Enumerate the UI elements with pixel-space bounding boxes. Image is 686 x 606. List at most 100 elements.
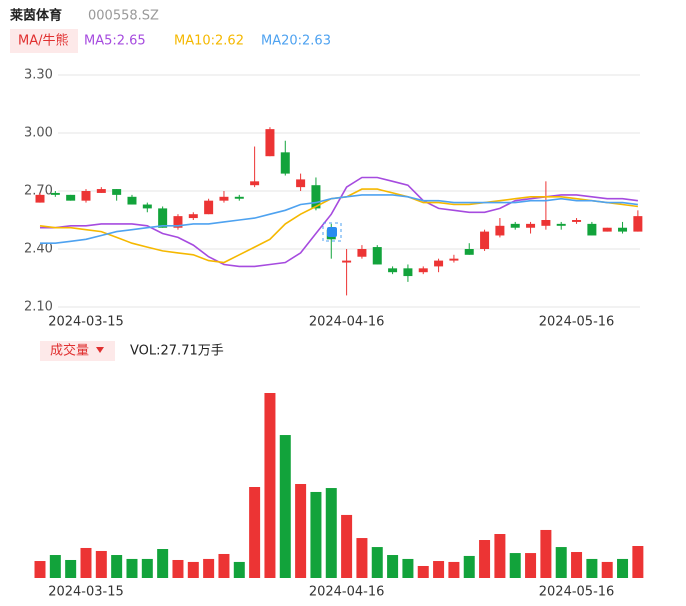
candle-body [418,268,428,273]
candle-body [96,189,106,193]
candle-body [204,200,214,215]
volume-bar [95,550,107,578]
ma-line [40,194,638,244]
candle-body [357,249,367,257]
volume-bar [417,565,429,578]
x-tick-label: 2024-03-15 [48,315,124,330]
candle-body [480,231,490,249]
x-tick-label: 2024-03-15 [48,585,124,600]
y-tick-label: 2.40 [24,242,53,257]
stock-name: 莱茵体育 [10,8,62,24]
x-tick-label: 2024-05-16 [539,585,615,600]
volume-bar [65,559,77,578]
volume-bar [34,561,46,578]
candle-body [66,194,76,201]
volume-bar [172,559,184,578]
volume-bar [341,514,353,578]
y-tick-label: 2.10 [24,300,53,315]
volume-bar [141,558,153,578]
candle-body [219,196,229,201]
candle-body [618,227,628,232]
candle-body [142,204,152,209]
volume-bar [632,546,644,578]
candle-body [495,225,505,236]
candle-body [526,223,536,228]
volume-bar [448,561,460,578]
candle-body [372,247,382,265]
volume-bar [356,538,368,578]
volume-button[interactable]: 成交量 [50,343,89,359]
candle-body [265,129,275,157]
volume-bar [203,558,215,578]
candle-body [464,249,474,255]
x-tick-label: 2024-04-16 [309,585,385,600]
candle-body [173,216,183,228]
volume-bar [571,552,583,578]
volume-bar [371,547,383,578]
candle-body [35,194,45,203]
candle-body [280,152,290,174]
volume-bar [295,483,307,578]
volume-bar [249,487,261,578]
candle-body [158,208,168,228]
x-tick-label: 2024-04-16 [309,315,385,330]
volume-bar [264,393,276,578]
cursor-icon [322,222,342,242]
candle-body [342,260,352,263]
volume-bar [233,561,245,578]
candle-body [403,268,413,277]
candle-body [296,179,306,188]
stock-code: 000558.SZ [88,9,159,24]
volume-bar [617,558,629,578]
candle-body [572,220,582,222]
ma-line [40,176,639,268]
candle-body [434,260,444,267]
candle-body [633,216,643,232]
volume-bar [494,534,506,578]
ma-button[interactable]: MA/牛熊 [18,33,69,49]
volume-bar [463,555,475,578]
candle-body [388,268,398,273]
candle-body [449,258,459,261]
candle-body [112,189,122,195]
candle-body [81,191,91,201]
dropdown-arrow[interactable] [96,347,104,353]
volume-bar [525,553,537,578]
volume-bar [218,553,230,578]
volume-bar [433,561,445,578]
volume-bar [387,555,399,578]
y-tick-label: 2.70 [24,184,53,199]
volume-bar [310,491,322,578]
volume-bar [187,561,199,578]
volume-bar [49,555,61,578]
candle-body [556,223,566,226]
candle-body [188,214,198,219]
candle-body [50,192,60,195]
volume-bar [126,558,138,578]
volume-bar [80,547,92,578]
volume-bar [509,553,521,578]
candle-body [127,196,137,205]
candle-body [541,220,551,226]
legend-entry: MA10:2.62 [174,34,244,49]
y-tick-label: 3.00 [24,126,53,141]
volume-bar [586,558,598,578]
volume-button-bg[interactable] [40,341,115,361]
ma-button-bg[interactable] [10,29,78,53]
candle-body [250,181,260,186]
legend-entry: MA5:2.65 [84,34,146,49]
candle-body [602,227,612,232]
volume-bar [479,540,491,578]
candle-body [510,223,520,228]
volume-bar [540,529,552,578]
volume-bar [157,549,169,578]
volume-bar [555,547,567,578]
volume-bar [111,555,123,578]
legend-entry: MA20:2.63 [261,34,331,49]
candle-body [311,185,321,209]
y-tick-label: 3.30 [24,68,53,83]
volume-bar [325,488,337,578]
candle-body [234,196,244,199]
candle-body [587,223,597,236]
